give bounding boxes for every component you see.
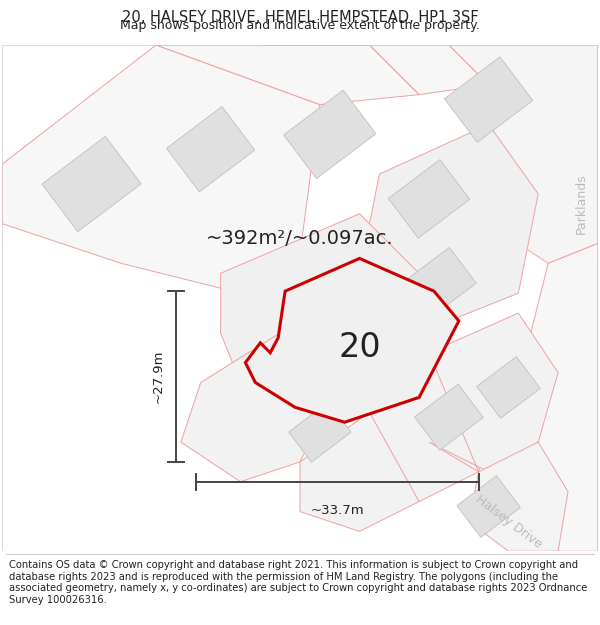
Polygon shape	[289, 402, 351, 462]
Text: Parklands: Parklands	[574, 174, 587, 234]
Polygon shape	[415, 384, 483, 451]
Polygon shape	[181, 333, 340, 482]
Polygon shape	[388, 159, 470, 238]
Polygon shape	[284, 90, 376, 179]
Polygon shape	[402, 248, 476, 319]
Text: Halsey Drive: Halsey Drive	[473, 492, 544, 551]
Polygon shape	[335, 290, 404, 356]
Polygon shape	[42, 136, 141, 232]
Polygon shape	[260, 45, 488, 94]
Text: ~392m²/~0.097ac.: ~392m²/~0.097ac.	[206, 229, 394, 248]
Text: ~33.7m: ~33.7m	[310, 504, 364, 517]
Text: 20, HALSEY DRIVE, HEMEL HEMPSTEAD, HP1 3SF: 20, HALSEY DRIVE, HEMEL HEMPSTEAD, HP1 3…	[122, 10, 478, 25]
Polygon shape	[518, 244, 598, 551]
Text: ~27.9m: ~27.9m	[152, 350, 164, 403]
Polygon shape	[457, 476, 520, 538]
Polygon shape	[370, 362, 499, 502]
Polygon shape	[476, 357, 540, 418]
Text: 20: 20	[338, 331, 381, 364]
Polygon shape	[449, 45, 598, 263]
Polygon shape	[300, 412, 429, 531]
Polygon shape	[469, 442, 568, 551]
Polygon shape	[429, 313, 558, 472]
Polygon shape	[156, 45, 419, 104]
Polygon shape	[445, 57, 533, 142]
Polygon shape	[245, 258, 459, 422]
Text: Contains OS data © Crown copyright and database right 2021. This information is : Contains OS data © Crown copyright and d…	[9, 560, 587, 605]
Polygon shape	[221, 214, 429, 422]
Text: Map shows position and indicative extent of the property.: Map shows position and indicative extent…	[120, 19, 480, 31]
Polygon shape	[359, 124, 538, 333]
Polygon shape	[2, 45, 320, 293]
Polygon shape	[166, 106, 255, 192]
